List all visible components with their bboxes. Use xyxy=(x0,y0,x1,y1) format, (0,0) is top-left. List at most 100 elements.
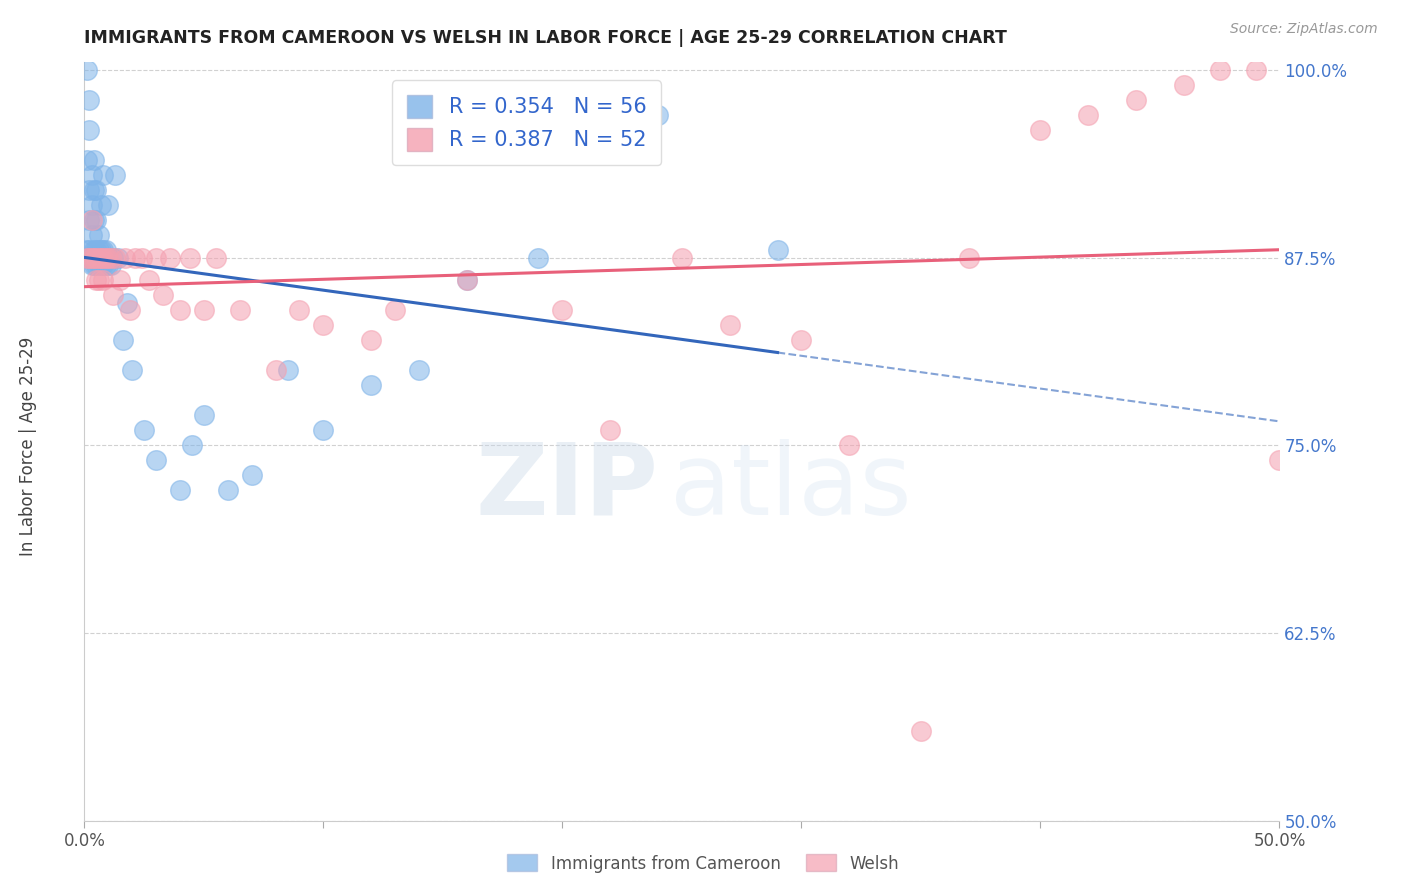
Point xyxy=(838,438,860,452)
Point xyxy=(193,409,215,423)
Point xyxy=(1244,62,1267,77)
Point xyxy=(90,258,112,272)
Point xyxy=(360,333,382,347)
Point xyxy=(145,251,167,265)
Point xyxy=(77,123,100,137)
Point xyxy=(86,273,108,287)
Point xyxy=(94,251,117,265)
Text: IMMIGRANTS FROM CAMEROON VS WELSH IN LABOR FORCE | AGE 25-29 CORRELATION CHART: IMMIGRANTS FROM CAMEROON VS WELSH IN LAB… xyxy=(84,29,1007,47)
Point xyxy=(1125,93,1147,107)
Point xyxy=(312,423,335,437)
Point xyxy=(456,273,478,287)
Point xyxy=(80,198,103,212)
Point xyxy=(97,251,120,265)
Point xyxy=(131,251,153,265)
Text: In Labor Force | Age 25-29: In Labor Force | Age 25-29 xyxy=(20,336,37,556)
Point xyxy=(90,251,112,265)
Point xyxy=(101,251,124,265)
Point xyxy=(90,198,112,212)
Point xyxy=(647,108,669,122)
Point xyxy=(87,251,110,265)
Point xyxy=(766,243,789,257)
Point xyxy=(599,423,621,437)
Point xyxy=(76,243,98,257)
Point xyxy=(456,273,478,287)
Point xyxy=(77,251,100,265)
Point xyxy=(114,251,136,265)
Point xyxy=(312,318,335,333)
Point xyxy=(110,273,132,287)
Point xyxy=(80,168,103,182)
Point xyxy=(83,243,105,257)
Point xyxy=(408,363,430,377)
Point xyxy=(193,303,215,318)
Point xyxy=(107,251,129,265)
Point xyxy=(93,273,115,287)
Point xyxy=(159,251,181,265)
Point xyxy=(229,303,252,318)
Point xyxy=(117,295,139,310)
Text: atlas: atlas xyxy=(671,439,911,535)
Point xyxy=(97,258,120,272)
Point xyxy=(169,303,191,318)
Point xyxy=(80,228,103,243)
Point xyxy=(93,243,115,257)
Point xyxy=(94,243,117,257)
Point xyxy=(790,333,813,347)
Point xyxy=(205,251,228,265)
Point xyxy=(217,483,239,498)
Point xyxy=(76,153,98,167)
Point xyxy=(97,198,120,212)
Point xyxy=(87,228,110,243)
Point xyxy=(551,303,574,318)
Point xyxy=(76,62,98,77)
Point xyxy=(83,251,105,265)
Point xyxy=(83,258,105,272)
Point xyxy=(100,258,122,272)
Point xyxy=(169,483,191,498)
Point xyxy=(179,251,201,265)
Point xyxy=(384,303,406,318)
Point xyxy=(132,423,156,437)
Point xyxy=(86,183,108,197)
Point xyxy=(101,288,124,302)
Point xyxy=(1209,62,1232,77)
Point xyxy=(264,363,287,377)
Point xyxy=(718,318,741,333)
Point xyxy=(910,723,932,738)
Point xyxy=(93,258,115,272)
Point xyxy=(671,251,693,265)
Point xyxy=(77,243,100,257)
Legend: R = 0.354   N = 56, R = 0.387   N = 52: R = 0.354 N = 56, R = 0.387 N = 52 xyxy=(392,80,661,165)
Point xyxy=(145,453,167,467)
Point xyxy=(288,303,311,318)
Point xyxy=(86,213,108,227)
Point xyxy=(94,258,117,272)
Point xyxy=(87,258,110,272)
Point xyxy=(124,251,146,265)
Point xyxy=(83,153,105,167)
Point xyxy=(86,258,108,272)
Point xyxy=(104,251,127,265)
Point xyxy=(77,93,100,107)
Point xyxy=(83,213,105,227)
Text: Source: ZipAtlas.com: Source: ZipAtlas.com xyxy=(1230,22,1378,37)
Point xyxy=(277,363,299,377)
Point xyxy=(121,363,143,377)
Point xyxy=(87,243,110,257)
Point xyxy=(957,251,980,265)
Point xyxy=(1029,123,1052,137)
Point xyxy=(527,251,550,265)
Point xyxy=(80,258,103,272)
Point xyxy=(1173,78,1195,92)
Point xyxy=(90,243,112,257)
Point xyxy=(1268,453,1291,467)
Point xyxy=(86,243,108,257)
Point xyxy=(1077,108,1099,122)
Text: ZIP: ZIP xyxy=(475,439,658,535)
Point xyxy=(360,378,382,392)
Point xyxy=(111,333,134,347)
Point xyxy=(138,273,160,287)
Point xyxy=(100,251,122,265)
Point xyxy=(118,303,141,318)
